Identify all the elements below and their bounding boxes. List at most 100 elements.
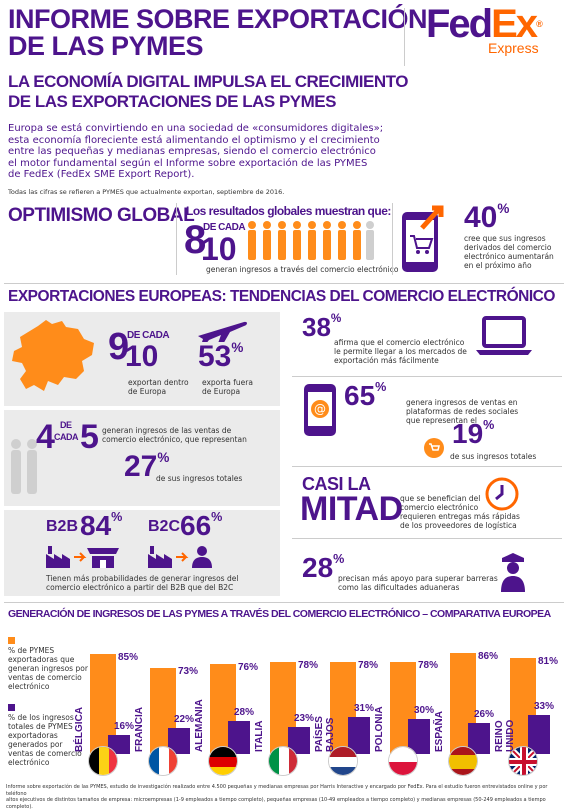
bar-ecommerce-smes-5	[390, 661, 416, 754]
right-divider-3	[292, 538, 562, 539]
flag-france	[148, 746, 178, 776]
casi-la: CASI LA	[302, 474, 371, 494]
ten-number: 10	[201, 231, 237, 267]
label-ecommerce-revenue-6: 26%	[474, 709, 495, 721]
group-people-icon	[8, 438, 42, 496]
label-ecommerce-smes-6: 86%	[478, 650, 499, 662]
mitad-text: que se benefician del comercio electróni…	[400, 494, 520, 530]
bar-ecommerce-smes-6	[450, 652, 476, 754]
four-five-text: generan ingresos de las ventas de comerc…	[102, 426, 247, 444]
sixty-five-percent: 65%	[344, 380, 387, 411]
four-cada: CADA	[54, 432, 79, 442]
panel-four-of-five	[4, 410, 280, 506]
fedex-logo: FedEx®	[426, 2, 543, 46]
label-ecommerce-revenue-4: 31%	[354, 703, 375, 715]
bar-ecommerce-smes-1	[150, 667, 176, 754]
thirty-eight-text: afirma que el comercio electrónico le pe…	[334, 338, 467, 365]
label-ecommerce-revenue-3: 23%	[294, 712, 315, 724]
flag-spain	[448, 746, 478, 776]
label-ecommerce-revenue-7: 33%	[534, 701, 555, 713]
country-label-3: ITALIA	[254, 720, 265, 752]
mitad: MITAD	[300, 490, 403, 528]
country-label-7: REINO UNIDO	[494, 719, 516, 752]
label-ecommerce-revenue-2: 28%	[234, 706, 255, 718]
europe-title: EXPORTACIONES EUROPEAS: TENDENCIAS DEL C…	[8, 288, 555, 305]
intro-text: Europa se está convirtiendo en una socie…	[8, 123, 384, 180]
b2c-label: B2C	[148, 518, 181, 535]
four-de: DE	[60, 420, 72, 430]
europe-title-rule	[4, 283, 564, 284]
export-within-text: exportan dentro de Europa	[128, 378, 189, 396]
legend-orange-text: % de PYMES exportadoras que generan ingr…	[8, 646, 88, 691]
four-number: 4	[36, 418, 55, 456]
bar-ecommerce-smes-4	[330, 661, 356, 754]
country-label-1: FRANCIA	[134, 707, 145, 752]
b2b-text: Tienen más probabilidades de generar ing…	[46, 574, 239, 592]
de-cada-label: DE CADA	[203, 222, 246, 233]
nineteen-text: de sus ingresos totales	[450, 452, 537, 461]
five-number: 5	[80, 418, 99, 456]
twenty-eight-percent: 28%	[302, 552, 345, 583]
optimism-caption: generan ingresos a través del comercio e…	[206, 265, 399, 274]
twenty-seven-percent: 27%	[124, 450, 170, 483]
b2b-label: B2B	[46, 518, 79, 535]
plane-icon	[196, 316, 248, 346]
forty-percent: 40%	[464, 201, 510, 234]
people-icons	[246, 220, 376, 262]
flag-netherlands	[328, 746, 358, 776]
export-outside-text: exporta fuera de Europa	[202, 378, 253, 396]
cart-circle-icon	[424, 438, 444, 458]
flag-uk	[508, 746, 538, 776]
label-ecommerce-smes-4: 78%	[358, 659, 379, 671]
label-ecommerce-smes-5: 78%	[418, 659, 439, 671]
twenty-seven-text: de sus ingresos totales	[156, 474, 243, 483]
laptop-icon	[476, 316, 532, 356]
label-ecommerce-smes-1: 73%	[178, 665, 199, 677]
sixty-six-percent: 66%	[180, 510, 223, 541]
customs-officer-icon	[498, 552, 528, 592]
bar-ecommerce-smes-2	[210, 664, 236, 754]
legend-orange-swatch	[8, 637, 15, 644]
bar-ecommerce-smes-3	[270, 661, 296, 754]
footer-text: Informe sobre exportación de las PYMES, …	[6, 784, 548, 810]
eight-number: 8	[184, 218, 207, 262]
flag-poland	[388, 746, 418, 776]
legend-purple-text: % de los ingresos totales de PYMES expor…	[8, 713, 82, 767]
bar-ecommerce-smes-7	[510, 658, 536, 754]
flag-belgium	[88, 746, 118, 776]
right-divider-1	[292, 376, 562, 377]
country-label-6: ESPAÑA	[434, 711, 445, 752]
country-label-2: ALEMANIA	[194, 699, 205, 752]
nineteen-percent: 19%	[452, 418, 495, 449]
page-title: INFORME SOBRE EXPORTACIÓN DE LAS PYMES	[8, 4, 428, 61]
label-ecommerce-revenue-0: 16%	[114, 721, 135, 733]
label-ecommerce-smes-2: 76%	[238, 662, 259, 674]
clock-icon	[484, 476, 520, 512]
note-text: Todas las cifras se refieren a PYMES que…	[8, 188, 285, 196]
country-label-5: POLONIA	[374, 706, 385, 752]
optimism-divider-2	[392, 203, 393, 275]
comparison-title: GENERACIÓN DE INGRESOS DE LAS PYMES A TR…	[8, 608, 551, 620]
factory-to-store-icon	[44, 544, 120, 570]
thirty-eight-percent: 38%	[302, 312, 342, 342]
optimism-divider	[176, 203, 177, 275]
label-ecommerce-smes-0: 85%	[118, 651, 139, 663]
comparison-rule	[4, 602, 564, 603]
europe-map-icon	[8, 318, 100, 400]
forty-text: cree que sus ingresos derivados del come…	[464, 234, 554, 270]
flag-germany	[208, 746, 238, 776]
optimism-title: OPTIMISMO GLOBAL	[8, 205, 195, 226]
factory-to-person-icon	[146, 544, 216, 570]
label-ecommerce-revenue-1: 22%	[174, 714, 195, 726]
bar-ecommerce-smes-0	[90, 653, 116, 754]
phone-cart-icon	[400, 202, 450, 274]
label-ecommerce-smes-7: 81%	[538, 656, 559, 668]
nine-number: 9	[108, 326, 130, 368]
label-ecommerce-revenue-5: 30%	[414, 704, 435, 716]
sixty-five-text: genera ingresos de ventas en plataformas…	[406, 398, 519, 425]
fifty-three-percent: 53%	[198, 340, 244, 373]
nine-ten: 10	[125, 340, 159, 373]
nine-de-cada: DE CADA	[127, 330, 170, 341]
header-divider	[404, 8, 405, 66]
country-label-4: PAÍSES BAJOS	[314, 716, 336, 752]
